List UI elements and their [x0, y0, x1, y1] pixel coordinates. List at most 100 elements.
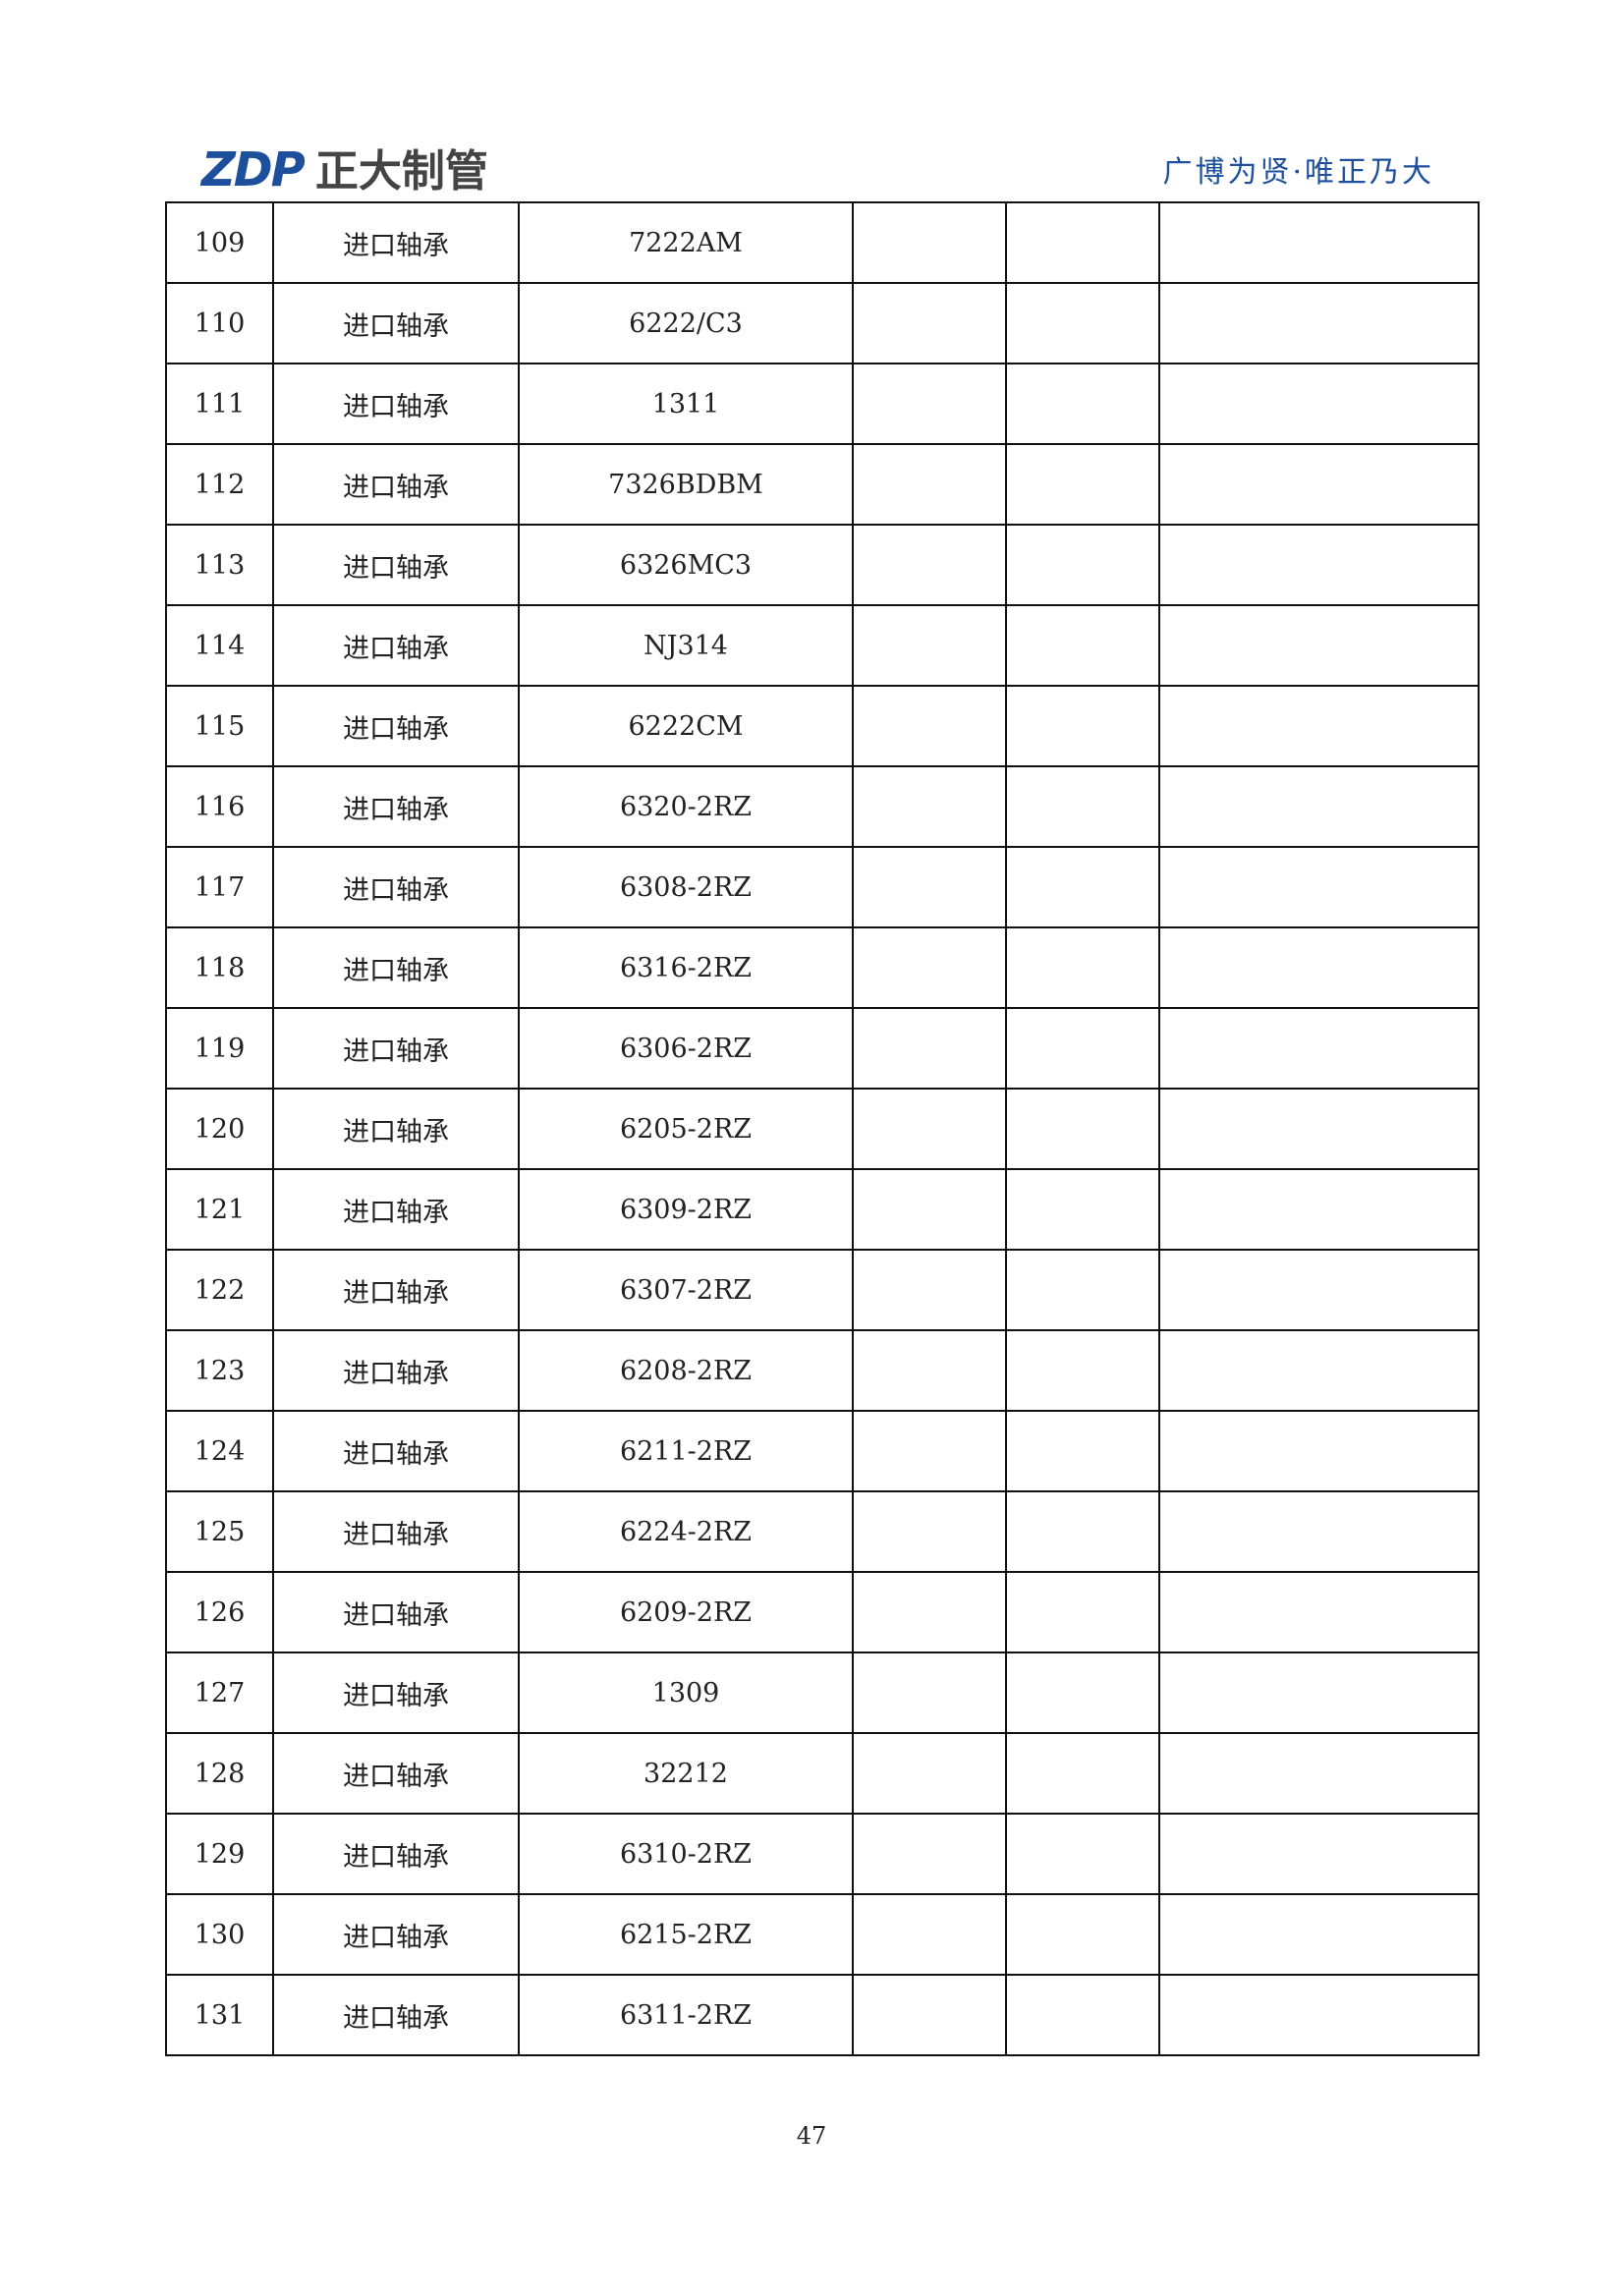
empty-cell [1158, 926, 1480, 1009]
item-name: 进口轴承 [272, 1652, 520, 1734]
item-name: 进口轴承 [272, 1168, 520, 1251]
row-number: 129 [165, 1813, 274, 1895]
row-number: 116 [165, 765, 274, 848]
item-name: 进口轴承 [272, 685, 520, 767]
model: 6309-2RZ [518, 1168, 854, 1251]
empty-cell [852, 1249, 1007, 1331]
empty-cell [1158, 1893, 1480, 1976]
model: 6215-2RZ [518, 1893, 854, 1976]
model: 6306-2RZ [518, 1007, 854, 1090]
empty-cell [852, 363, 1007, 445]
item-name: 进口轴承 [272, 1893, 520, 1976]
item-name: 进口轴承 [272, 604, 520, 687]
parts-table: 109 进口轴承 7222AM 110 进口轴承 6222/C3 111 进口轴承 1311 11… [165, 201, 1480, 2056]
model: 6222CM [518, 685, 854, 767]
slogan: 广博为贤·唯正乃大 [1162, 155, 1434, 190]
empty-cell [852, 685, 1007, 767]
empty-cell [852, 1571, 1007, 1653]
model: NJ314 [518, 604, 854, 687]
item-name: 进口轴承 [272, 1490, 520, 1573]
empty-cell [1158, 282, 1480, 364]
empty-cell [1005, 685, 1160, 767]
empty-cell [1158, 1813, 1480, 1895]
empty-cell [1005, 1410, 1160, 1492]
empty-cell [1158, 1974, 1480, 2056]
row-number: 123 [165, 1329, 274, 1412]
logo: ZDP 正大制管 [201, 136, 488, 198]
table-row: 111 进口轴承 1311 [165, 363, 1480, 445]
model: 6208-2RZ [518, 1329, 854, 1412]
item-name: 进口轴承 [272, 1007, 520, 1090]
table-row: 116 进口轴承 6320-2RZ [165, 765, 1480, 848]
item-name: 进口轴承 [272, 1813, 520, 1895]
table-row: 123 进口轴承 6208-2RZ [165, 1329, 1480, 1412]
table-row: 119 进口轴承 6306-2RZ [165, 1007, 1480, 1090]
item-name: 进口轴承 [272, 1329, 520, 1412]
empty-cell [1005, 926, 1160, 1009]
model: 7222AM [518, 201, 854, 284]
row-number: 130 [165, 1893, 274, 1976]
empty-cell [1005, 1893, 1160, 1976]
empty-cell [852, 1088, 1007, 1170]
empty-cell [1005, 1571, 1160, 1653]
table-row: 112 进口轴承 7326BDBM [165, 443, 1480, 526]
item-name: 进口轴承 [272, 443, 520, 526]
logo-mark: ZDP [201, 142, 306, 197]
item-name: 进口轴承 [272, 1088, 520, 1170]
empty-cell [852, 1490, 1007, 1573]
empty-cell [1158, 846, 1480, 928]
empty-cell [1158, 201, 1480, 284]
model: 6209-2RZ [518, 1571, 854, 1653]
empty-cell [852, 1007, 1007, 1090]
table-row: 117 进口轴承 6308-2RZ [165, 846, 1480, 928]
empty-cell [1158, 1329, 1480, 1412]
table-row: 114 进口轴承 NJ314 [165, 604, 1480, 687]
model: 1309 [518, 1652, 854, 1734]
page-number: 47 [796, 2122, 827, 2150]
model: 6222/C3 [518, 282, 854, 364]
empty-cell [1158, 443, 1480, 526]
empty-cell [1005, 1974, 1160, 2056]
row-number: 131 [165, 1974, 274, 2056]
empty-cell [1005, 846, 1160, 928]
row-number: 121 [165, 1168, 274, 1251]
empty-cell [1005, 282, 1160, 364]
row-number: 114 [165, 604, 274, 687]
model: 6308-2RZ [518, 846, 854, 928]
row-number: 127 [165, 1652, 274, 1734]
empty-cell [1158, 1249, 1480, 1331]
empty-cell [852, 1652, 1007, 1734]
model: 1311 [518, 363, 854, 445]
row-number: 113 [165, 524, 274, 606]
empty-cell [1005, 443, 1160, 526]
empty-cell [852, 524, 1007, 606]
model: 6311-2RZ [518, 1974, 854, 2056]
table-row: 125 进口轴承 6224-2RZ [165, 1490, 1480, 1573]
empty-cell [1005, 201, 1160, 284]
table-row: 110 进口轴承 6222/C3 [165, 282, 1480, 364]
empty-cell [1158, 363, 1480, 445]
item-name: 进口轴承 [272, 282, 520, 364]
empty-cell [1158, 1652, 1480, 1734]
item-name: 进口轴承 [272, 926, 520, 1009]
empty-cell [1005, 1168, 1160, 1251]
row-number: 110 [165, 282, 274, 364]
row-number: 119 [165, 1007, 274, 1090]
table-row: 127 进口轴承 1309 [165, 1652, 1480, 1734]
empty-cell [1158, 1410, 1480, 1492]
table-row: 126 进口轴承 6209-2RZ [165, 1571, 1480, 1653]
model: 6211-2RZ [518, 1410, 854, 1492]
row-number: 112 [165, 443, 274, 526]
item-name: 进口轴承 [272, 1974, 520, 2056]
empty-cell [1005, 1249, 1160, 1331]
empty-cell [1005, 765, 1160, 848]
empty-cell [1158, 1088, 1480, 1170]
empty-cell [852, 443, 1007, 526]
empty-cell [852, 201, 1007, 284]
empty-cell [1158, 1732, 1480, 1815]
table-row: 115 进口轴承 6222CM [165, 685, 1480, 767]
item-name: 进口轴承 [272, 1732, 520, 1815]
item-name: 进口轴承 [272, 201, 520, 284]
model: 6224-2RZ [518, 1490, 854, 1573]
empty-cell [852, 1974, 1007, 2056]
